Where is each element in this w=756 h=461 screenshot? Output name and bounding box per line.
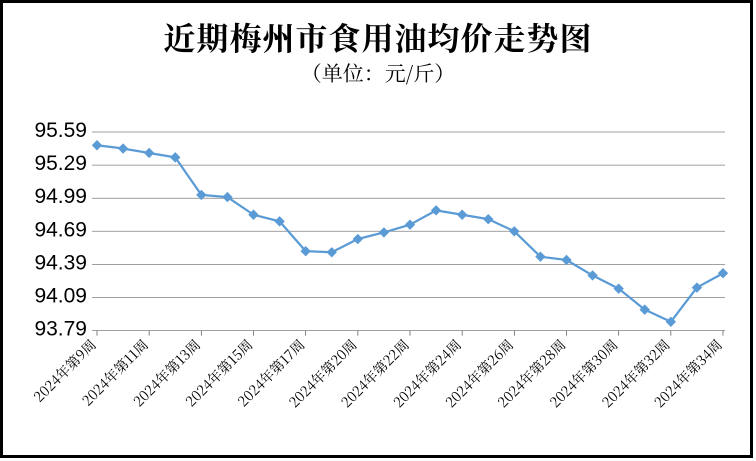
svg-text:95.59: 95.59 xyxy=(34,119,87,142)
svg-text:95.29: 95.29 xyxy=(34,152,87,175)
svg-text:94.09: 94.09 xyxy=(34,285,87,308)
svg-text:94.69: 94.69 xyxy=(34,218,87,241)
svg-text:93.79: 93.79 xyxy=(34,318,87,341)
svg-text:94.99: 94.99 xyxy=(34,185,87,208)
svg-text:94.39: 94.39 xyxy=(34,251,87,274)
